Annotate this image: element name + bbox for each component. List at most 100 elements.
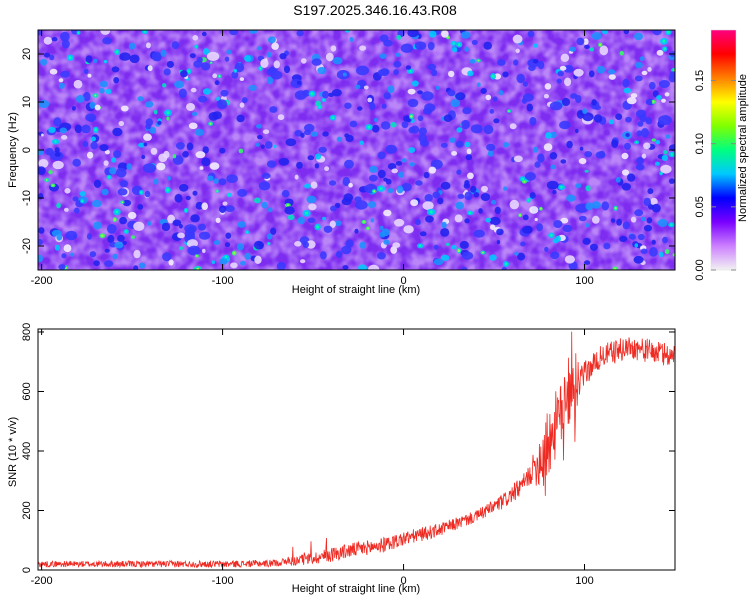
spectrogram-peak xyxy=(126,163,132,170)
spectrogram-peak xyxy=(294,174,299,180)
spectrogram-peak xyxy=(625,133,630,137)
spectrogram-peak xyxy=(560,217,569,224)
spectrogram-peak xyxy=(636,130,643,137)
spectrogram-peak xyxy=(534,161,541,168)
spectrogram-peak xyxy=(441,221,447,229)
spectrogram-peak-core xyxy=(195,45,198,48)
spectrogram-peak xyxy=(383,177,388,182)
spectrogram-peak xyxy=(582,108,588,115)
spectrogram-peak xyxy=(119,180,128,188)
spectrogram-peak-core xyxy=(228,193,231,196)
spectrogram-peak xyxy=(268,66,278,73)
spectrogram-peak xyxy=(549,152,558,160)
spectrogram-peak xyxy=(622,169,629,176)
spectrogram-peak xyxy=(464,191,473,201)
spectrogram-peak xyxy=(147,65,153,72)
spectrogram-peak xyxy=(379,53,387,59)
spectrogram-peak xyxy=(440,228,450,237)
spectrogram-peak xyxy=(111,66,120,73)
spectrogram-peak xyxy=(211,260,216,265)
spectrogram-peak xyxy=(315,153,322,160)
spectrogram-peak xyxy=(60,31,70,42)
spectrogram-peak xyxy=(543,93,550,99)
spectrogram-peak xyxy=(564,255,576,264)
spectrogram-peak xyxy=(344,133,350,138)
spectrogram-peak xyxy=(238,148,244,154)
spectrogram-peak-core xyxy=(216,190,218,192)
spectrogram-peak-core xyxy=(121,201,124,203)
spectrogram-peak xyxy=(381,228,390,237)
spectrogram-peak xyxy=(466,148,472,155)
spectrogram-peak xyxy=(513,59,519,66)
colorbar-frame xyxy=(710,29,737,271)
spectrogram-peak xyxy=(621,152,629,160)
spectrogram-peak xyxy=(193,60,203,68)
spectrogram-peak xyxy=(322,131,329,137)
spectrogram-peak-core xyxy=(367,227,369,230)
spectrogram-peak xyxy=(368,165,378,173)
spectrogram-peak xyxy=(186,103,195,111)
spectrogram-peak xyxy=(575,183,582,189)
spectrogram-peak xyxy=(608,74,616,80)
spectrogram-peak xyxy=(656,95,662,100)
spectrogram-peak xyxy=(383,39,393,47)
spectrogram-peak xyxy=(218,178,227,186)
spectrogram-peak xyxy=(645,117,653,125)
spectrogram-y-ticks: -20 -10 0 10 20 xyxy=(21,48,675,254)
spectrogram-peak xyxy=(450,99,461,108)
spectrogram-peak xyxy=(307,217,316,224)
spectrogram-peak xyxy=(536,223,543,232)
spectrogram-peak xyxy=(616,218,622,226)
spectrogram-peak xyxy=(418,133,428,143)
spectrogram-peak xyxy=(621,183,631,191)
spectrogram-peak xyxy=(387,85,395,93)
spectrogram-peak xyxy=(285,138,297,147)
spectrogram-peak xyxy=(220,89,229,97)
spectrogram-peak xyxy=(306,240,316,249)
spectrogram-peak xyxy=(633,255,644,264)
spectrogram-peak xyxy=(512,34,523,44)
spectrogram-peak xyxy=(163,68,171,76)
spectrogram-peak-core xyxy=(367,125,371,129)
spectrogram-peak xyxy=(566,140,573,149)
spectrogram-peak xyxy=(266,51,272,58)
spectrogram-peak xyxy=(342,176,351,187)
spectrogram-peak xyxy=(625,116,632,123)
spectrogram-peak xyxy=(462,107,472,115)
spectrogram-peak xyxy=(324,166,330,172)
spectrogram-peak xyxy=(64,188,71,194)
spectrogram-peak xyxy=(403,225,414,234)
spectrogram-peak xyxy=(396,185,404,194)
spectrogram-peak xyxy=(369,174,378,182)
spectrogram-peak xyxy=(120,105,129,112)
spectrogram-peak xyxy=(645,99,653,105)
spectrogram-peak xyxy=(113,77,120,84)
spectrogram-peak xyxy=(411,80,419,87)
spectrogram-peak xyxy=(201,157,211,167)
spectrogram-peak xyxy=(464,46,469,53)
spectrogram-peak xyxy=(229,30,239,36)
spectrogram-peak xyxy=(559,65,567,71)
spectrogram-peak xyxy=(454,214,463,223)
spectrogram-peak xyxy=(129,54,140,64)
y-tick-label: 200 xyxy=(21,501,33,519)
spectrogram-peak xyxy=(435,85,440,90)
spectrogram-peak xyxy=(470,124,483,134)
spectrogram-peak-core xyxy=(523,181,526,183)
spectrogram-peak xyxy=(575,203,589,213)
spectrogram-peak xyxy=(516,73,525,84)
spectrogram-peak xyxy=(469,58,476,64)
spectrogram-peak xyxy=(383,239,390,245)
spectrogram-peak xyxy=(583,38,589,45)
spectrogram-peak xyxy=(624,142,631,150)
spectrogram-peak xyxy=(187,245,201,256)
spectrogram-peak xyxy=(611,139,619,148)
spectrogram-peak xyxy=(172,154,177,159)
spectrogram-peak xyxy=(525,172,536,181)
spectrogram-peak xyxy=(456,169,462,175)
spectrogram-peak xyxy=(345,239,354,248)
spectrogram-peak xyxy=(231,71,239,79)
spectrogram-peak xyxy=(199,166,204,170)
spectrogram-peak xyxy=(433,244,439,250)
spectrogram-peak xyxy=(266,160,277,168)
